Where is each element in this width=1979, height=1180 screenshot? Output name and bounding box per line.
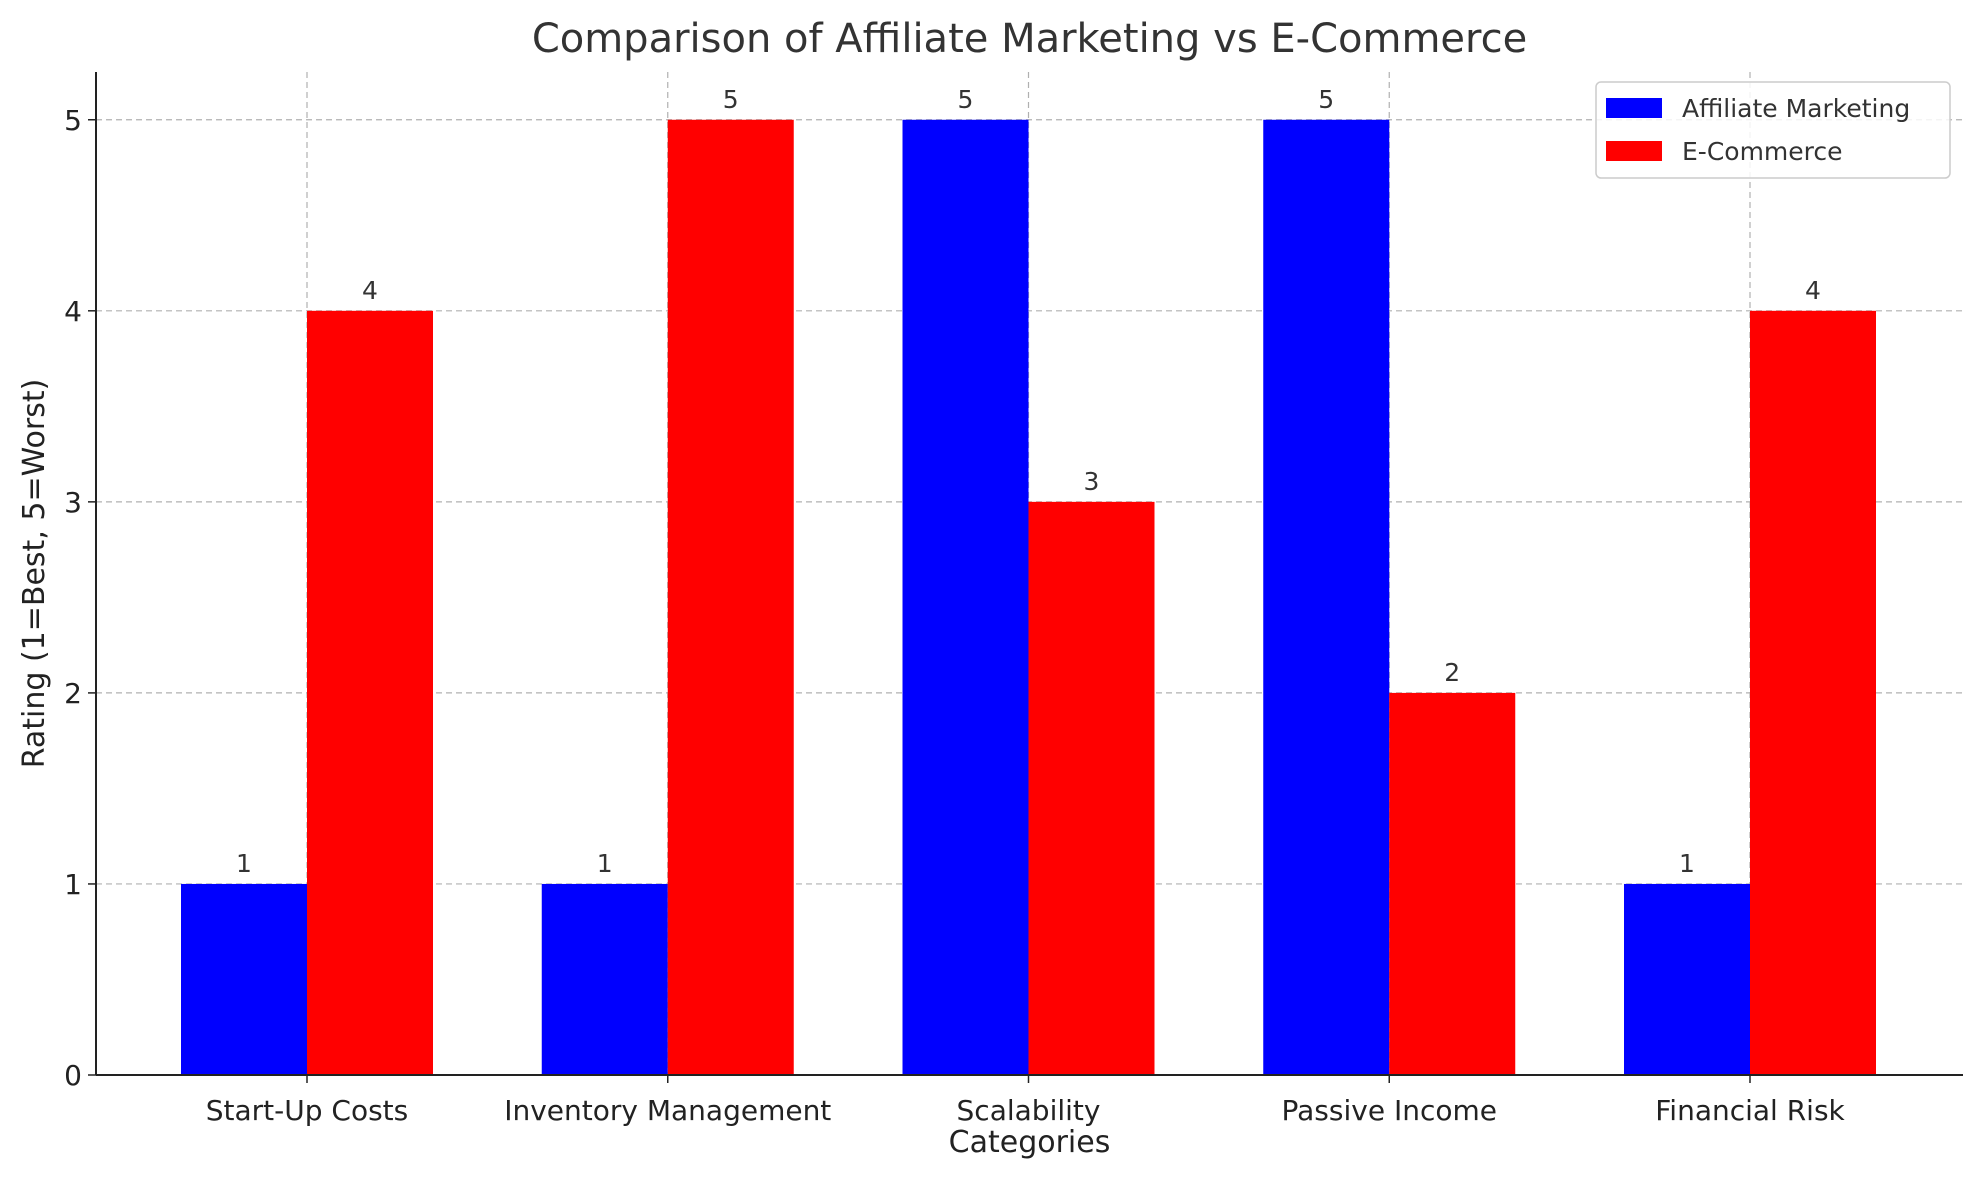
axes-layer: 0 1 2 3 4 5 Start-Up Costs Inventory Management… (64, 72, 1963, 1127)
bar-value-label: 4 (1805, 276, 1821, 305)
legend-label: E-Commerce (1682, 137, 1843, 166)
legend-box (1595, 81, 1951, 179)
bar-value-label: 4 (362, 276, 378, 305)
legend-swatch (1606, 98, 1662, 118)
y-tick-label: 4 (64, 295, 82, 328)
bar-e-commerce (307, 310, 433, 1075)
legend-swatch (1606, 141, 1662, 161)
chart-title: Comparison of Affiliate Marketing vs E-C… (532, 16, 1527, 62)
legend-label: Affiliate Marketing (1682, 94, 1910, 123)
bar-value-label: 5 (1318, 85, 1334, 114)
y-tick-label: 3 (64, 486, 82, 519)
y-axis-label: Rating (1=Best, 5=Worst) (17, 379, 52, 769)
bar-e-commerce (1389, 692, 1516, 1075)
bar-value-label: 1 (597, 849, 613, 878)
x-tick-label: Scalability (957, 1094, 1101, 1127)
x-tick-label: Passive Income (1282, 1094, 1497, 1127)
bars-layer (181, 119, 1876, 1075)
x-axis-label: Categories (949, 1125, 1111, 1160)
legend: Affiliate Marketing E-Commerce (1595, 81, 1951, 179)
bar-value-label: 5 (958, 85, 974, 114)
y-tick-label: 1 (64, 868, 82, 901)
y-tick-label: 0 (64, 1059, 82, 1092)
y-tick-label: 2 (64, 677, 82, 710)
bar-value-label: 1 (236, 849, 252, 878)
bar-value-label: 2 (1444, 658, 1460, 687)
bar-affiliate-marketing (541, 883, 668, 1075)
bar-affiliate-marketing (181, 883, 307, 1075)
bar-e-commerce (1750, 310, 1876, 1075)
bar-affiliate-marketing (1263, 119, 1390, 1075)
bar-affiliate-marketing (902, 119, 1029, 1075)
x-tick-label: Start-Up Costs (206, 1094, 409, 1127)
data-labels-layer: 1 4 1 5 5 3 5 2 1 4 (236, 85, 1821, 878)
bar-value-label: 1 (1679, 849, 1695, 878)
bar-value-label: 3 (1084, 467, 1100, 496)
bar-e-commerce (667, 119, 794, 1075)
bar-e-commerce (1028, 501, 1155, 1075)
bar-value-label: 5 (723, 85, 739, 114)
y-tick-label: 5 (64, 104, 82, 137)
bar-affiliate-marketing (1624, 883, 1750, 1075)
x-tick-label: Financial Risk (1655, 1094, 1845, 1127)
x-tick-label: Inventory Management (504, 1094, 831, 1127)
